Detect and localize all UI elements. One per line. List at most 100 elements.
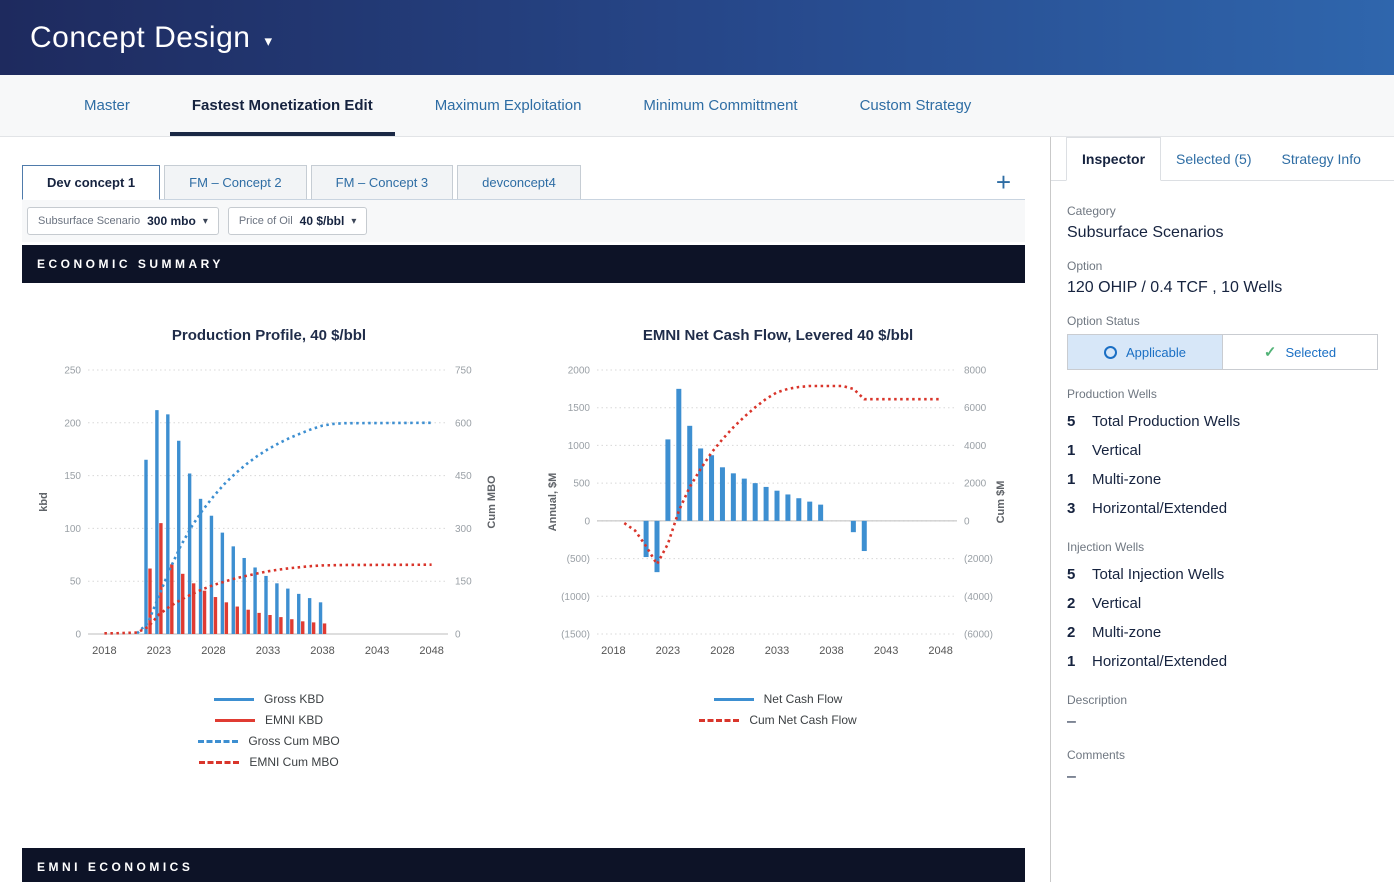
well-label: Horizontal/Extended — [1092, 500, 1228, 517]
svg-text:(1500): (1500) — [561, 630, 590, 641]
legend-item: Cum Net Cash Flow — [699, 713, 857, 727]
nav-custom-strategy[interactable]: Custom Strategy — [859, 97, 972, 114]
svg-text:150: 150 — [455, 577, 472, 588]
selected-button[interactable]: ✓ Selected — [1222, 335, 1377, 369]
legend-label: Gross KBD — [263, 692, 324, 706]
svg-text:2028: 2028 — [710, 645, 734, 657]
svg-text:2028: 2028 — [201, 645, 225, 657]
well-count: 3 — [1067, 500, 1076, 517]
production-profile-chart: Production Profile, 40 $/bbl 250 750 200 60… — [34, 327, 504, 769]
svg-text:(500): (500) — [567, 554, 590, 565]
well-label: Vertical — [1092, 442, 1142, 459]
svg-text:300: 300 — [455, 524, 472, 535]
legend-item: EMNI KBD — [214, 713, 323, 727]
svg-text:0: 0 — [584, 516, 590, 527]
well-count: 1 — [1067, 471, 1076, 488]
well-row-vertical: 1 Vertical — [1067, 436, 1378, 465]
svg-text:500: 500 — [573, 479, 590, 490]
svg-text:Annual, $M: Annual, $M — [547, 473, 559, 532]
charts-area: Production Profile, 40 $/bbl 250 750 200 60… — [22, 283, 1025, 769]
app-title-dropdown[interactable]: Concept Design ▾ — [30, 21, 273, 55]
well-count: 5 — [1067, 566, 1076, 583]
legend-swatch-icon — [213, 697, 254, 701]
price-of-oil-dropdown[interactable]: Price of Oil 40 $/bbl ▾ — [227, 207, 368, 235]
well-label: Multi-zone — [1092, 471, 1162, 488]
add-concept-button[interactable]: + — [996, 169, 1011, 199]
well-count: 1 — [1067, 442, 1076, 459]
well-row-horizontal: 1 Horizontal/Extended — [1067, 647, 1378, 676]
tab-dev-concept-1[interactable]: Dev concept 1 — [22, 165, 161, 200]
legend-label: Gross Cum MBO — [248, 734, 340, 748]
legend-item: Net Cash Flow — [713, 692, 843, 706]
svg-text:(1000): (1000) — [561, 592, 590, 603]
applicable-button[interactable]: Applicable — [1068, 335, 1222, 369]
description-value: – — [1067, 713, 1076, 730]
production-profile-plot: 250 750 200 600 150 450 100 300 50 150 0 0 2018 2023 2… — [38, 366, 498, 658]
svg-text:6000: 6000 — [964, 403, 987, 414]
net-cash-flow-plot: 2000 8000 1500 6000 1000 4000 500 2000 0 0 (500) (2… — [547, 366, 1007, 658]
inspector-tab-bar: Inspector Selected (5) Strategy Info — [1051, 137, 1394, 181]
inspector-panel: Inspector Selected (5) Strategy Info Cat… — [1050, 137, 1394, 882]
svg-text:Cum MBO: Cum MBO — [486, 475, 498, 529]
legend-item: EMNI Cum MBO — [199, 755, 339, 769]
tab-fm-concept-2[interactable]: FM – Concept 2 — [164, 165, 307, 199]
legend-label: Net Cash Flow — [763, 692, 843, 706]
plus-icon: + — [995, 167, 1011, 197]
svg-text:kbd: kbd — [38, 492, 50, 512]
svg-text:2018: 2018 — [601, 645, 625, 657]
chevron-down-icon: ▾ — [351, 215, 357, 227]
svg-text:250: 250 — [64, 366, 81, 377]
chart-legend: Gross KBD EMNI KBD Gross Cum MBO EMNI Cum M… — [34, 692, 504, 769]
svg-text:2043: 2043 — [365, 645, 389, 657]
legend-label: Cum Net Cash Flow — [749, 713, 857, 727]
tab-selected[interactable]: Selected (5) — [1176, 150, 1252, 167]
tab-strategy-info[interactable]: Strategy Info — [1281, 150, 1361, 167]
net-cash-flow-chart: EMNI Net Cash Flow, Levered 40 $/bbl 200… — [543, 327, 1013, 769]
well-label: Total Production Wells — [1092, 413, 1241, 430]
svg-text:2038: 2038 — [310, 645, 334, 657]
option-status-toggle: Applicable ✓ Selected — [1067, 334, 1378, 370]
svg-text:750: 750 — [455, 366, 472, 377]
tab-fm-concept-3[interactable]: FM – Concept 3 — [310, 165, 454, 199]
svg-text:2048: 2048 — [419, 645, 443, 657]
legend-label: EMNI Cum MBO — [249, 755, 339, 769]
legend-swatch-icon — [198, 739, 239, 743]
nav-minimum-committment[interactable]: Minimum Committment — [643, 97, 798, 114]
legend-item: Gross Cum MBO — [198, 734, 340, 748]
legend-swatch-icon — [699, 718, 740, 722]
subsurface-scenario-dropdown[interactable]: Subsurface Scenario 300 mbo ▾ — [27, 207, 219, 235]
svg-text:0: 0 — [75, 630, 81, 641]
emni-economics-banner: EMNI ECONOMICS — [22, 848, 1025, 882]
option-status-label: Option Status — [1067, 314, 1140, 328]
economic-summary-banner: ECONOMIC SUMMARY — [22, 245, 1025, 283]
well-label: Vertical — [1092, 595, 1142, 612]
tab-inspector[interactable]: Inspector — [1066, 137, 1162, 181]
svg-text:2033: 2033 — [256, 645, 280, 657]
svg-text:2023: 2023 — [656, 645, 680, 657]
chart-legend: Net Cash Flow Cum Net Cash Flow — [543, 692, 1013, 727]
svg-text:2043: 2043 — [874, 645, 898, 657]
nav-fastest-monetization-edit[interactable]: Fastest Monetization Edit — [170, 75, 395, 136]
svg-text:2048: 2048 — [928, 645, 952, 657]
svg-text:450: 450 — [455, 471, 472, 482]
legend-label: EMNI KBD — [264, 713, 323, 727]
tab-devconcept4[interactable]: devconcept4 — [457, 165, 581, 199]
filter-row: Subsurface Scenario 300 mbo ▾ Price of O… — [22, 200, 1025, 242]
svg-text:0: 0 — [455, 630, 461, 641]
nav-master[interactable]: Master — [84, 97, 130, 114]
svg-text:600: 600 — [455, 418, 472, 429]
option-label: Option — [1067, 259, 1103, 273]
selected-label: Selected — [1285, 344, 1337, 360]
legend-item: Gross KBD — [213, 692, 324, 706]
nav-maximum-exploitation[interactable]: Maximum Exploitation — [434, 97, 582, 114]
concept-tab-bar: Dev concept 1 FM – Concept 2 FM – Concep… — [22, 165, 1025, 200]
applicable-label: Applicable — [1126, 344, 1186, 360]
well-count: 2 — [1067, 624, 1076, 641]
chart-title: Production Profile, 40 $/bbl — [171, 327, 367, 344]
chevron-down-icon: ▾ — [202, 215, 208, 227]
well-row-multi-zone: 1 Multi-zone — [1067, 465, 1378, 494]
well-row-multi-zone: 2 Multi-zone — [1067, 618, 1378, 647]
app-header: Concept Design ▾ — [0, 0, 1394, 75]
production-wells-label: Production Wells — [1067, 387, 1157, 401]
